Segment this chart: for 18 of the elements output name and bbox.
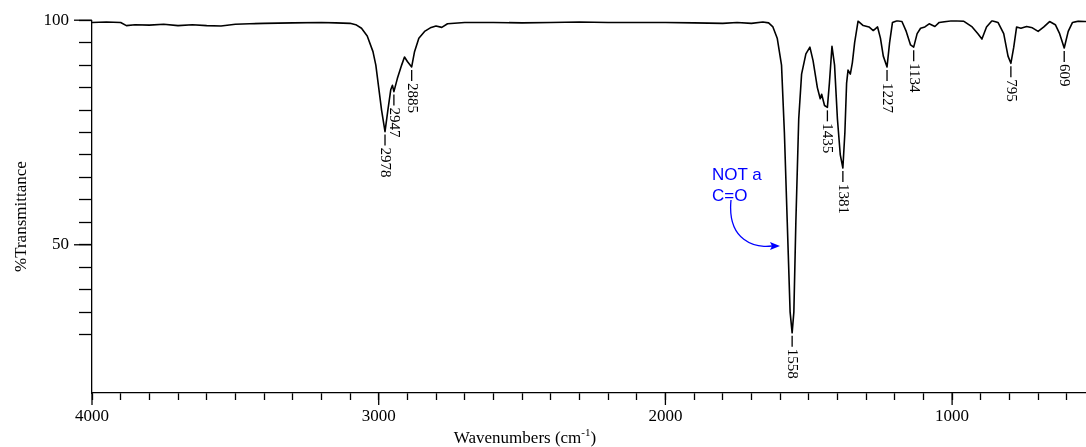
annotation: 1435 bbox=[820, 123, 837, 154]
annotation: 795 bbox=[1003, 79, 1020, 102]
y-tick-label: 50 bbox=[52, 234, 69, 254]
annotation: 2978 bbox=[378, 147, 395, 178]
annotation: NOT a C=O bbox=[712, 165, 763, 205]
annotation: 2885 bbox=[404, 82, 421, 113]
y-axis-title: %Transmittance bbox=[11, 161, 30, 272]
y-tick-label: 100 bbox=[43, 9, 69, 29]
x-tick-label: 3000 bbox=[361, 405, 396, 425]
annotation: 1134 bbox=[906, 63, 923, 94]
x-tick-label: 1000 bbox=[935, 405, 970, 425]
annotation: 609 bbox=[1057, 64, 1074, 87]
annotation: 1558 bbox=[785, 348, 802, 379]
x-tick-label: 2000 bbox=[648, 405, 683, 425]
annotation: 1227 bbox=[880, 82, 897, 114]
x-tick-label: 4000 bbox=[75, 405, 109, 425]
annotation: 2947 bbox=[386, 107, 403, 139]
annotation: 1381 bbox=[835, 183, 852, 214]
